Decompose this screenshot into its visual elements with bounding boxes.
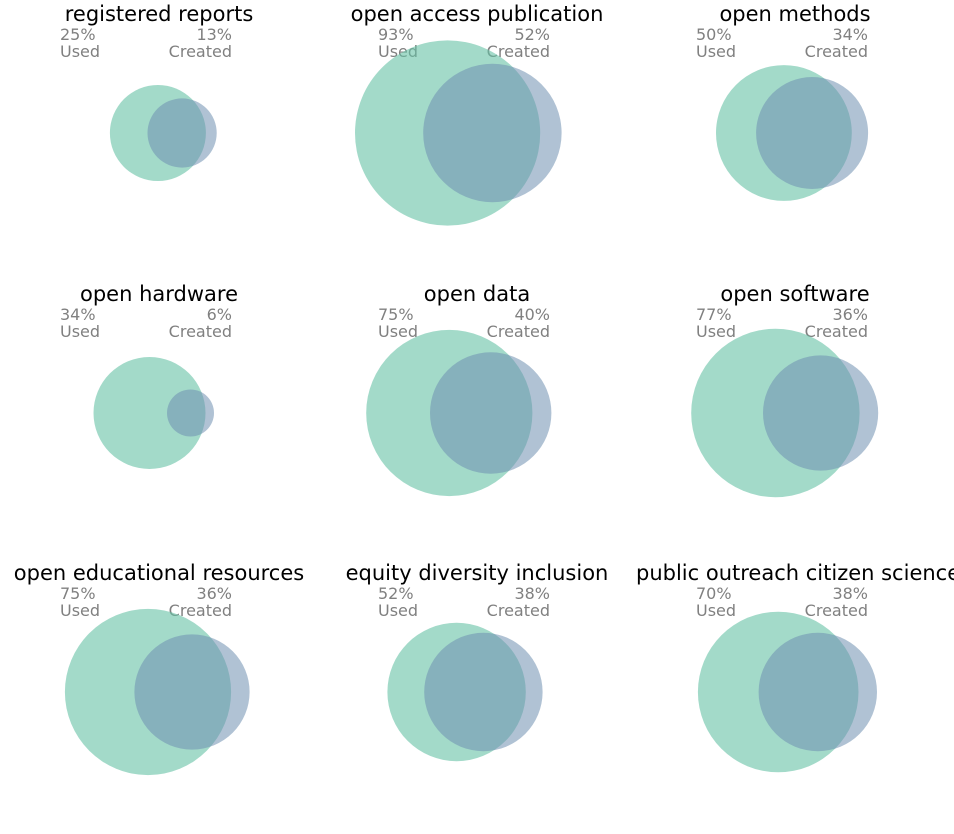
used-label: 75% Used [378,306,418,340]
created-label: 34% Created [805,26,868,60]
created-percent: 52% [514,25,550,44]
venn-panel: open hardware 34% Used 6% Created [0,280,318,555]
used-caption: Used [378,601,419,620]
created-caption: Created [804,322,868,341]
venn-diagram [691,328,879,498]
created-circle [430,352,552,474]
venn-panel: open data 75% Used 40% Created [318,280,636,555]
created-circle [424,632,543,752]
created-percent: 6% [206,305,232,324]
used-percent: 34% [60,305,96,324]
used-caption: Used [60,601,101,620]
used-label: 75% Used [60,585,100,619]
panel-title: open methods [719,2,871,26]
created-caption: Created [486,322,550,341]
created-caption: Created [804,42,868,61]
venn-diagram [355,40,562,226]
created-percent: 38% [514,584,550,603]
created-percent: 13% [196,25,232,44]
created-label: 52% Created [487,26,550,60]
venn-diagram [64,608,250,776]
venn-panel: equity diversity inclusion 52% Used 38% … [318,559,636,834]
created-percent: 38% [832,584,868,603]
created-caption: Created [168,601,232,620]
panel-title: registered reports [64,2,254,26]
created-label: 40% Created [487,306,550,340]
used-percent: 70% [696,584,732,603]
used-percent: 77% [696,305,732,324]
created-percent: 40% [514,305,550,324]
venn-diagram [109,85,217,181]
panel-title: open hardware [80,282,238,306]
created-label: 36% Created [805,306,868,340]
venn-diagram [93,357,214,469]
used-percent: 75% [60,584,96,603]
used-percent: 25% [60,25,96,44]
created-circle [756,77,869,189]
used-caption: Used [378,322,419,341]
created-circle [147,98,217,168]
created-circle [134,634,250,750]
used-label: 77% Used [696,306,736,340]
venn-panel: open software 77% Used 36% Created [636,280,954,555]
created-percent: 34% [832,25,868,44]
used-percent: 93% [378,25,414,44]
created-label: 36% Created [169,585,232,619]
created-percent: 36% [196,584,232,603]
created-caption: Created [804,601,868,620]
used-circle [93,357,206,469]
venn-diagram [387,622,543,762]
used-caption: Used [696,601,737,620]
venn-panel: public outreach citizen science 70% Used… [636,559,954,834]
created-caption: Created [168,42,232,61]
used-percent: 75% [378,305,414,324]
used-caption: Used [696,42,737,61]
created-percent: 36% [832,305,868,324]
used-label: 25% Used [60,26,100,60]
panel-title: open access publication [350,2,604,26]
panel-title: open data [423,282,531,306]
created-circle [763,355,879,471]
panel-title: open software [720,282,870,306]
used-label: 52% Used [378,585,418,619]
venn-panel: registered reports 25% Used 13% Created [0,0,318,275]
used-caption: Used [696,322,737,341]
panel-title: open educational resources [13,561,305,585]
used-percent: 52% [378,584,414,603]
used-label: 70% Used [696,585,736,619]
used-percent: 50% [696,25,732,44]
venn-panel: open access publication 93% Used 52% Cre… [318,0,636,275]
used-caption: Used [60,322,101,341]
created-circle [758,632,877,752]
venn-diagram [697,611,877,773]
created-label: 38% Created [487,585,550,619]
created-label: 6% Created [169,306,232,340]
created-label: 38% Created [805,585,868,619]
used-label: 34% Used [60,306,100,340]
venn-panel: open educational resources 75% Used 36% … [0,559,318,834]
created-label: 13% Created [169,26,232,60]
venn-panel: open methods 50% Used 34% Created [636,0,954,275]
created-circle [423,63,562,203]
used-caption: Used [60,42,101,61]
created-circle [167,389,214,437]
panel-title: public outreach citizen science [636,561,954,585]
created-caption: Created [168,322,232,341]
created-caption: Created [486,601,550,620]
created-caption: Created [486,42,550,61]
venn-diagram [716,65,869,201]
used-label: 50% Used [696,26,736,60]
panel-title: equity diversity inclusion [345,561,609,585]
venn-diagram [366,329,552,497]
